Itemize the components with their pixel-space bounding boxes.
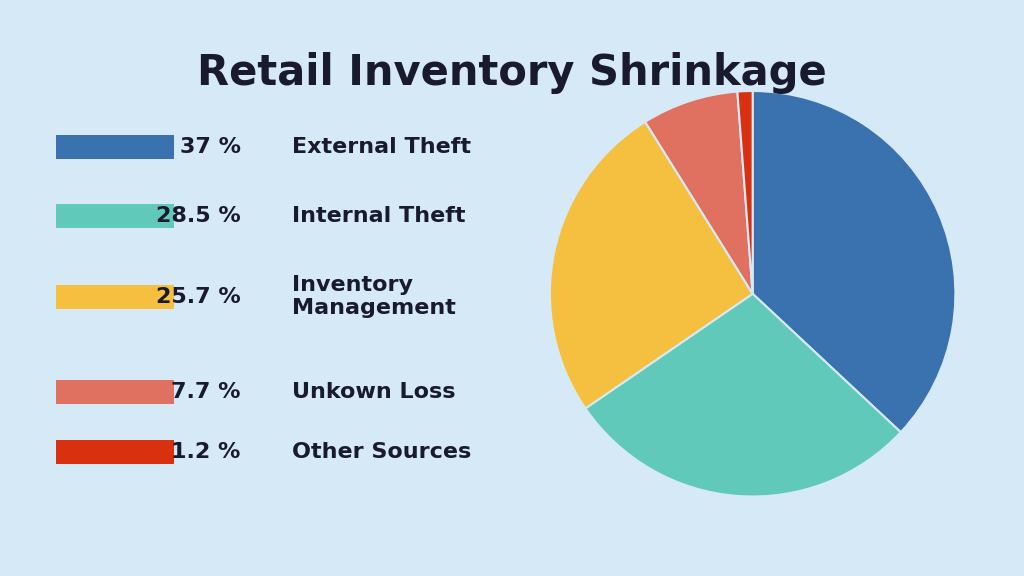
Text: Unkown Loss: Unkown Loss [292,382,456,401]
Text: Inventory
Management: Inventory Management [292,275,456,318]
Wedge shape [737,91,753,294]
Wedge shape [550,122,753,408]
Text: External Theft: External Theft [292,137,471,157]
Text: 25.7 %: 25.7 % [156,287,241,306]
Text: 7.7 %: 7.7 % [171,382,241,401]
Text: Other Sources: Other Sources [292,442,471,462]
Text: Internal Theft: Internal Theft [292,206,465,226]
Text: 1.2 %: 1.2 % [171,442,241,462]
Wedge shape [586,294,901,497]
Wedge shape [753,91,955,432]
Text: 28.5 %: 28.5 % [156,206,241,226]
Text: 37 %: 37 % [179,137,241,157]
Wedge shape [645,92,753,294]
Text: Retail Inventory Shrinkage: Retail Inventory Shrinkage [198,52,826,94]
